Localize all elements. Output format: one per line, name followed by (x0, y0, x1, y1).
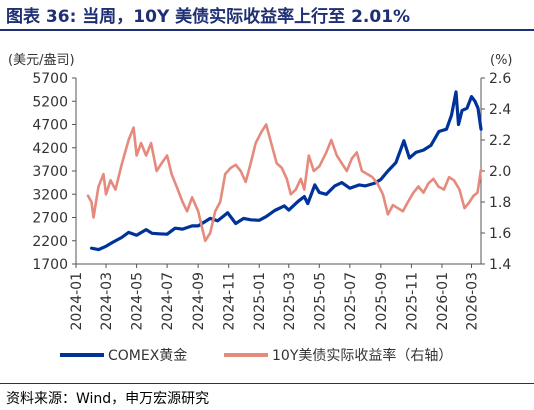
chart-svg: (美元/盎司) (%) 1700 2200 2700 3200 3700 4200 4700 52… (8, 53, 513, 364)
right-tick-label: 1.4 (489, 257, 511, 273)
right-tick-label: 1.8 (489, 195, 511, 211)
gold-price-line (89, 90, 483, 252)
x-tick-label: 2025-07 (343, 272, 359, 331)
x-tick-label: 2026-01 (435, 272, 451, 331)
x-tick-label: 2024-07 (160, 272, 176, 331)
x-tick-label: 2026-03 (464, 272, 480, 331)
x-tick-label: 2025-09 (374, 272, 390, 331)
right-tick-label: 2.6 (489, 71, 511, 87)
left-tick-label: 2200 (32, 234, 68, 250)
source-note: 资料来源：Wind，申万宏源研究 (6, 391, 210, 407)
left-tick-label: 3200 (32, 187, 68, 203)
left-tick-label: 5700 (32, 71, 68, 87)
source-divider (0, 383, 534, 384)
left-tick-label: 4700 (32, 118, 68, 134)
x-tick-label: 2024-11 (222, 272, 238, 331)
x-tick-label: 2025-03 (282, 272, 298, 331)
x-tick-label: 2025-05 (312, 272, 328, 331)
x-tick-label: 2024-09 (191, 272, 207, 331)
right-tick-label: 2.4 (489, 102, 511, 118)
x-tick-label: 2024-03 (99, 272, 115, 331)
x-tick-label: 2024-05 (130, 272, 146, 331)
chart-title: 图表 36: 当周，10Y 美债实际收益率上行至 2.01% (6, 7, 411, 27)
x-tick-label: 2024-01 (69, 272, 85, 331)
legend-label-gold: COMEX黄金 (108, 347, 187, 364)
left-axis-label: (美元/盎司) (8, 53, 75, 68)
left-tick-label: 2700 (32, 211, 68, 227)
x-tick-label: 2025-01 (252, 272, 268, 331)
right-tick-label: 2.0 (489, 164, 511, 180)
right-axis-label: (%) (490, 53, 513, 68)
right-tick-label: 1.6 (489, 226, 511, 242)
legend-label-yield: 10Y美债实际收益率（右轴） (272, 347, 452, 364)
real-yield-line (86, 123, 483, 243)
left-tick-label: 3700 (32, 164, 68, 180)
left-tick-label: 1700 (32, 257, 68, 273)
x-tick-label: 2025-11 (404, 272, 420, 331)
title-underline (0, 29, 534, 31)
axes-group: (美元/盎司) (%) 1700 2200 2700 3200 3700 4200 4700 52… (8, 53, 513, 331)
left-tick-label: 4200 (32, 141, 68, 157)
series-group (86, 90, 483, 252)
right-tick-label: 2.2 (489, 133, 511, 149)
legend-group: COMEX黄金 10Y美债实际收益率（右轴） (60, 347, 452, 364)
left-tick-label: 5200 (32, 94, 68, 110)
